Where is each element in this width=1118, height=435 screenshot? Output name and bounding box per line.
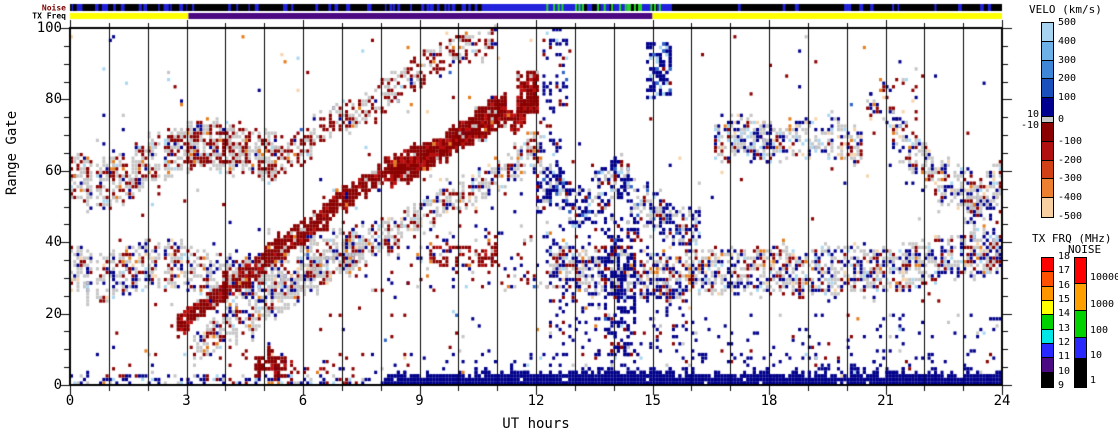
txfreq-strip-label: TX Freq xyxy=(32,11,66,21)
x-tick-label: 12 xyxy=(527,393,545,409)
colorbar-segment xyxy=(1042,122,1053,142)
txfrq-colorbar-label: 18 xyxy=(1058,251,1071,262)
txfrq-colorbar-title: TX FRQ (MHz) xyxy=(1032,232,1112,245)
colorbar-segment xyxy=(1042,358,1053,373)
colorbar-segment xyxy=(1075,311,1086,338)
velo-colorbar-label: -300 xyxy=(1058,173,1083,185)
colorbar-segment xyxy=(1075,338,1086,359)
colorbar-segment xyxy=(1042,60,1053,80)
velo-colorbar-label: 200 xyxy=(1058,73,1077,85)
colorbar-segment xyxy=(1042,160,1053,180)
x-axis-title: UT hours xyxy=(502,416,570,432)
x-tick-label: 21 xyxy=(877,393,894,409)
colorbar-segment xyxy=(1042,343,1053,359)
txfrq-colorbar-label: 9 xyxy=(1058,379,1065,391)
colorbar-gradient xyxy=(1074,257,1087,388)
colorbar-segment xyxy=(1042,329,1053,344)
velo-colorbar-label: 300 xyxy=(1058,54,1077,66)
x-tick-label: 24 xyxy=(993,393,1011,409)
colorbar-segment xyxy=(1075,359,1086,387)
velo-colorbar-label: 100 xyxy=(1058,92,1077,104)
colorbar-gradient xyxy=(1041,22,1054,218)
colorbar-segment xyxy=(1042,79,1053,99)
velo-colorbar-title: VELO (km/s) xyxy=(1029,3,1102,16)
y-tick-label: 60 xyxy=(45,162,62,179)
colorbar-segment xyxy=(1075,258,1086,284)
x-tick-label: 15 xyxy=(644,393,661,409)
txfrq-colorbar-label: 10 xyxy=(1058,365,1071,377)
y-tick-label: 100 xyxy=(36,20,62,36)
noise-colorbar-title: NOISE xyxy=(1068,243,1102,256)
colorbar-gradient xyxy=(1041,257,1054,388)
velo-colorbar-label: 500 xyxy=(1058,17,1077,28)
velo-colorbar-label: -100 xyxy=(1058,135,1083,147)
txfrq-colorbar-label: 16 xyxy=(1058,279,1071,291)
x-tick-label: 3 xyxy=(182,393,191,409)
noise-colorbar-label: 10000 xyxy=(1090,272,1118,283)
noise-strip-label: Noise xyxy=(41,3,66,13)
y-tick-label: 20 xyxy=(45,305,62,322)
colorbar-segment xyxy=(1042,286,1053,301)
txfrq-colorbar-label: 15 xyxy=(1058,293,1071,305)
txfrq-colorbar-label: 14 xyxy=(1058,308,1071,320)
velo-colorbar-label: -200 xyxy=(1058,154,1083,166)
colorbar-segment xyxy=(1042,41,1053,61)
velo-colorbar-label-10: 10 xyxy=(1026,109,1039,120)
txfrq-colorbar-label: 11 xyxy=(1058,351,1071,363)
y-tick-label: 80 xyxy=(45,91,62,108)
x-tick-label: 9 xyxy=(415,393,424,409)
velo-colorbar-label: -500 xyxy=(1058,211,1083,222)
velo-colorbar-label-neg10: -10 xyxy=(1020,120,1039,131)
colorbar-segment xyxy=(1042,372,1053,387)
noise-colorbar-label: 1 xyxy=(1090,375,1097,386)
colorbar-segment xyxy=(1042,258,1053,273)
colorbar-segment xyxy=(1042,98,1053,117)
velo-colorbar-label: 400 xyxy=(1058,35,1077,47)
velo-colorbar-label: -400 xyxy=(1058,192,1083,204)
y-tick-label: 40 xyxy=(45,234,62,251)
colorbar-segment xyxy=(1042,179,1053,199)
colorbar-segment xyxy=(1042,272,1053,287)
x-tick-label: 18 xyxy=(760,393,778,409)
txfrq-colorbar-label: 13 xyxy=(1058,322,1071,334)
noise-colorbar-label: 1000 xyxy=(1090,299,1115,310)
colorbar-segment xyxy=(1042,300,1053,316)
x-tick-label: 6 xyxy=(298,393,308,409)
velo-colorbar-label: 0 xyxy=(1058,114,1065,125)
noise-colorbar-label: 10 xyxy=(1090,350,1103,361)
colorbar-segment xyxy=(1042,198,1053,217)
colorbar-segment xyxy=(1042,23,1053,42)
y-tick-label: 0 xyxy=(53,377,62,393)
colorbar-segment xyxy=(1042,315,1053,330)
txfrq-colorbar-label: 12 xyxy=(1058,336,1071,348)
colorbar-segment xyxy=(1075,284,1086,311)
noise-colorbar-label: 100 xyxy=(1090,325,1109,336)
x-tick-label: 0 xyxy=(65,393,75,409)
txfrq-colorbar-label: 17 xyxy=(1058,265,1071,277)
y-axis-title: Range Gate xyxy=(4,110,20,196)
colorbar-segment xyxy=(1042,141,1053,161)
colorbar-segment xyxy=(1042,116,1053,123)
